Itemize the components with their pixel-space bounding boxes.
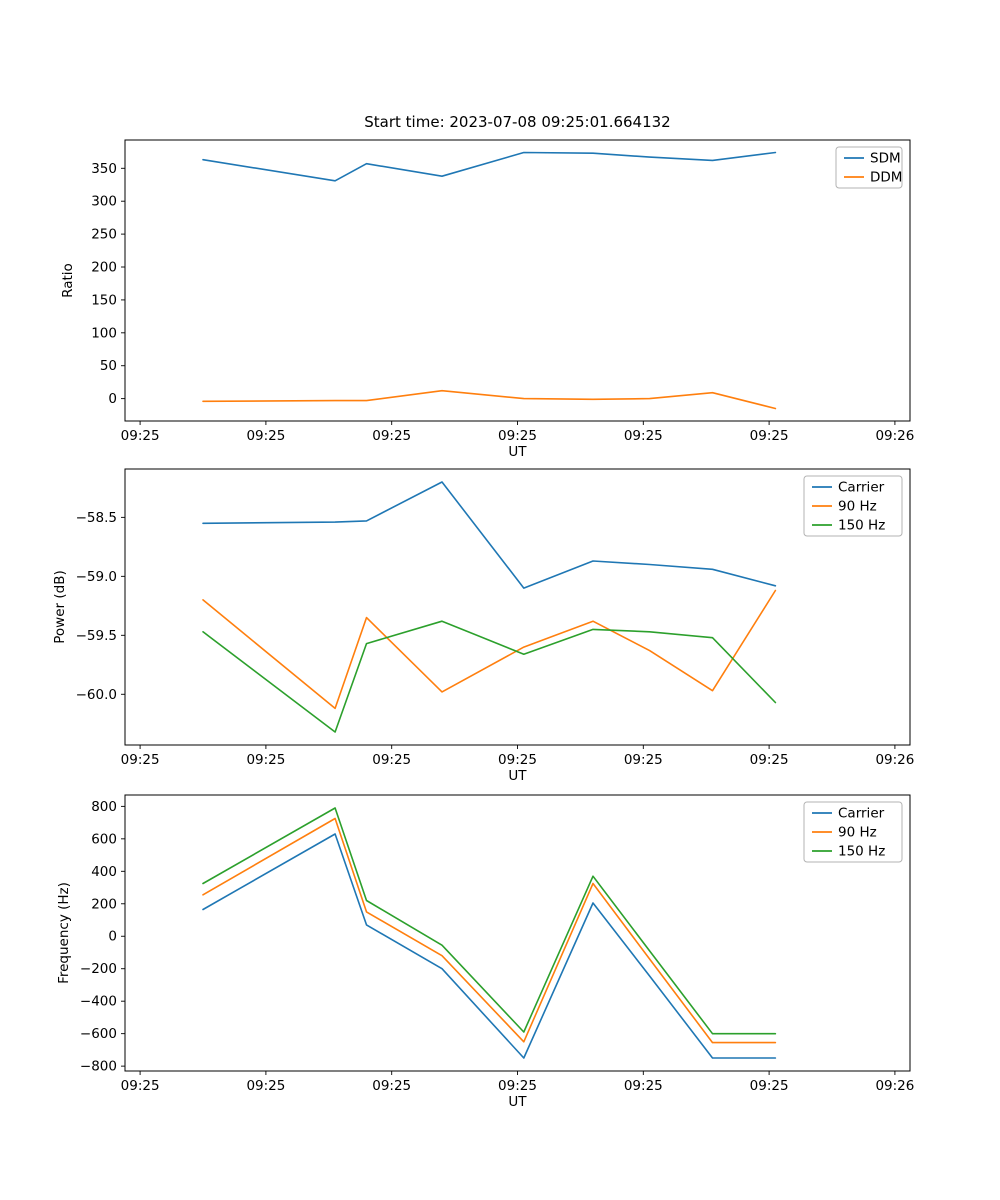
x-tick-label: 09:25 — [624, 752, 663, 768]
y-tick-label: 250 — [91, 227, 117, 243]
power-chart: 09:25 09:25 09:25 09:25 09:25 09:25 09:26 −60.0… — [0, 459, 1000, 794]
legend-box — [803, 801, 903, 863]
y-tick-label: −800 — [80, 1059, 117, 1075]
series-line-90-hz — [202, 589, 777, 710]
x-tick-label: 09:25 — [372, 428, 411, 444]
series-line-ddm — [202, 389, 777, 410]
y-tick-label: −60.0 — [76, 687, 117, 703]
y-tick-label: −600 — [80, 1026, 117, 1042]
x-tick-label: 09:25 — [246, 428, 285, 444]
frequency-chart-canvas: 09:25 09:25 09:25 09:25 09:25 09:25 09:26 −800 −… — [56, 794, 914, 1110]
legend-label: 90 Hz — [838, 499, 877, 515]
x-tick-label: 09:25 — [372, 1078, 411, 1094]
x-tick-label: 09:25 — [121, 752, 160, 768]
figure-title: Start time: 2023-07-08 09:25:01.664132 — [364, 113, 671, 131]
x-tick-label: 09:26 — [875, 1078, 914, 1094]
power-chart-canvas: 09:25 09:25 09:25 09:25 09:25 09:25 09:26 −60.0… — [52, 468, 914, 784]
legend-label: Carrier — [838, 480, 885, 496]
x-tick-label: 09:26 — [875, 428, 914, 444]
plot-border — [124, 468, 911, 746]
frequency-chart: 09:25 09:25 09:25 09:25 09:25 09:25 09:26 −800 −… — [0, 785, 1000, 1120]
x-tick-label: 09:25 — [121, 1078, 160, 1094]
y-tick-label: −400 — [80, 994, 117, 1010]
y-tick-label: 0 — [108, 929, 117, 945]
y-axis-label: Ratio — [60, 263, 76, 298]
y-tick-label: 800 — [91, 799, 117, 815]
x-tick-label: 09:26 — [875, 752, 914, 768]
series-line-carrier — [202, 833, 777, 1059]
y-tick-label: 600 — [91, 831, 117, 847]
legend-box — [803, 475, 903, 537]
plot-border — [124, 139, 911, 422]
y-tick-label: −59.5 — [76, 628, 117, 644]
x-tick-label: 09:25 — [498, 428, 537, 444]
series-line-carrier — [202, 481, 777, 589]
x-axis-label: UT — [508, 1094, 527, 1110]
legend-label: DDM — [870, 170, 902, 186]
y-tick-label: −200 — [80, 961, 117, 977]
series-line-150-hz — [202, 620, 777, 733]
legend-label: 90 Hz — [838, 825, 877, 841]
x-tick-label: 09:25 — [498, 752, 537, 768]
y-tick-label: 150 — [91, 292, 117, 308]
y-tick-label: 400 — [91, 864, 117, 880]
y-tick-label: −58.5 — [76, 510, 117, 526]
series-line-150-hz — [202, 807, 777, 1035]
legend-label: Carrier — [838, 806, 885, 822]
y-tick-label: 200 — [91, 896, 117, 912]
x-tick-label: 09:25 — [121, 428, 160, 444]
x-tick-label: 09:25 — [624, 1078, 663, 1094]
legend-label: 150 Hz — [838, 844, 885, 860]
y-tick-label: 200 — [91, 260, 117, 276]
y-tick-label: 0 — [108, 391, 117, 407]
series-line-90-hz — [202, 817, 777, 1044]
x-tick-label: 09:25 — [246, 1078, 285, 1094]
y-tick-label: 300 — [91, 194, 117, 210]
ratio-chart: 09:25 09:25 09:25 09:25 09:25 09:25 09:26 0 50 10… — [0, 130, 1000, 465]
legend-label: 150 Hz — [838, 518, 885, 534]
y-tick-label: 350 — [91, 161, 117, 177]
x-tick-label: 09:25 — [624, 428, 663, 444]
series-line-sdm — [202, 151, 777, 182]
x-tick-label: 09:25 — [750, 428, 789, 444]
x-axis-label: UT — [508, 444, 527, 460]
legend-label: SDM — [870, 151, 901, 167]
y-axis-label: Power (dB) — [52, 570, 68, 643]
x-axis-label: UT — [508, 768, 527, 784]
plot-border — [124, 794, 911, 1072]
ratio-chart-canvas: 09:25 09:25 09:25 09:25 09:25 09:25 09:26 0 50 10… — [60, 139, 914, 460]
y-axis-label: Frequency (Hz) — [56, 882, 72, 984]
x-tick-label: 09:25 — [372, 752, 411, 768]
y-tick-label: 50 — [100, 358, 117, 374]
y-tick-label: 100 — [91, 325, 117, 341]
x-tick-label: 09:25 — [246, 752, 285, 768]
y-tick-label: −59.0 — [76, 569, 117, 585]
x-tick-label: 09:25 — [750, 752, 789, 768]
x-tick-label: 09:25 — [750, 1078, 789, 1094]
x-tick-label: 09:25 — [498, 1078, 537, 1094]
